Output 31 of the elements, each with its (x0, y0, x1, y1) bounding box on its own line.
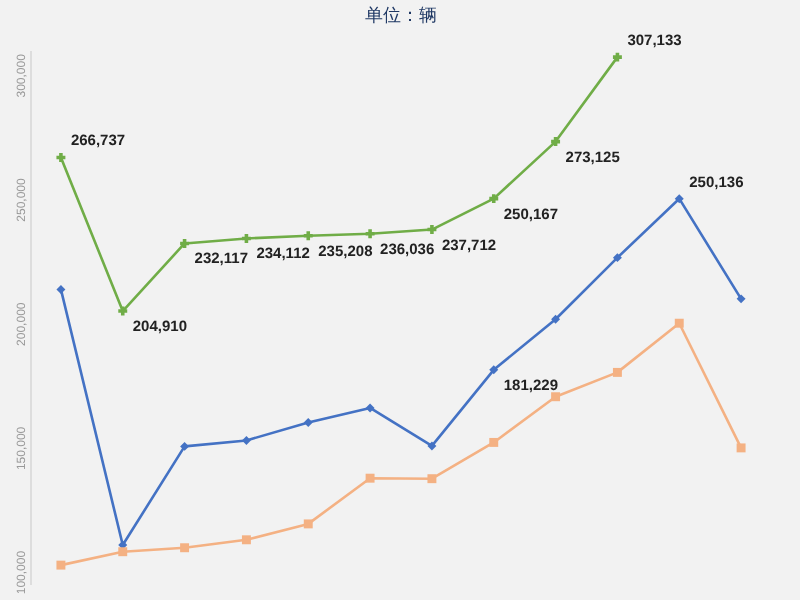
point (736, 443, 746, 453)
point (427, 474, 437, 484)
point (56, 152, 66, 162)
point (489, 194, 499, 204)
point (365, 229, 375, 239)
point (427, 441, 437, 451)
point (551, 392, 561, 402)
point (241, 435, 251, 445)
point (612, 52, 622, 62)
point (674, 194, 684, 204)
point (612, 367, 622, 377)
point (489, 365, 499, 375)
point (180, 441, 190, 451)
point (118, 547, 128, 557)
point (674, 318, 684, 328)
point (736, 294, 746, 304)
point (303, 231, 313, 241)
chart-subtitle: 单位：辆 (365, 5, 437, 26)
point (118, 306, 128, 316)
point (180, 543, 190, 553)
point (612, 253, 622, 263)
point (303, 418, 313, 428)
point (241, 535, 251, 545)
point (427, 225, 437, 235)
point (56, 560, 66, 570)
point (365, 403, 375, 413)
point (56, 284, 66, 294)
point (303, 519, 313, 529)
point (489, 437, 499, 447)
point (551, 314, 561, 324)
point (365, 473, 375, 483)
